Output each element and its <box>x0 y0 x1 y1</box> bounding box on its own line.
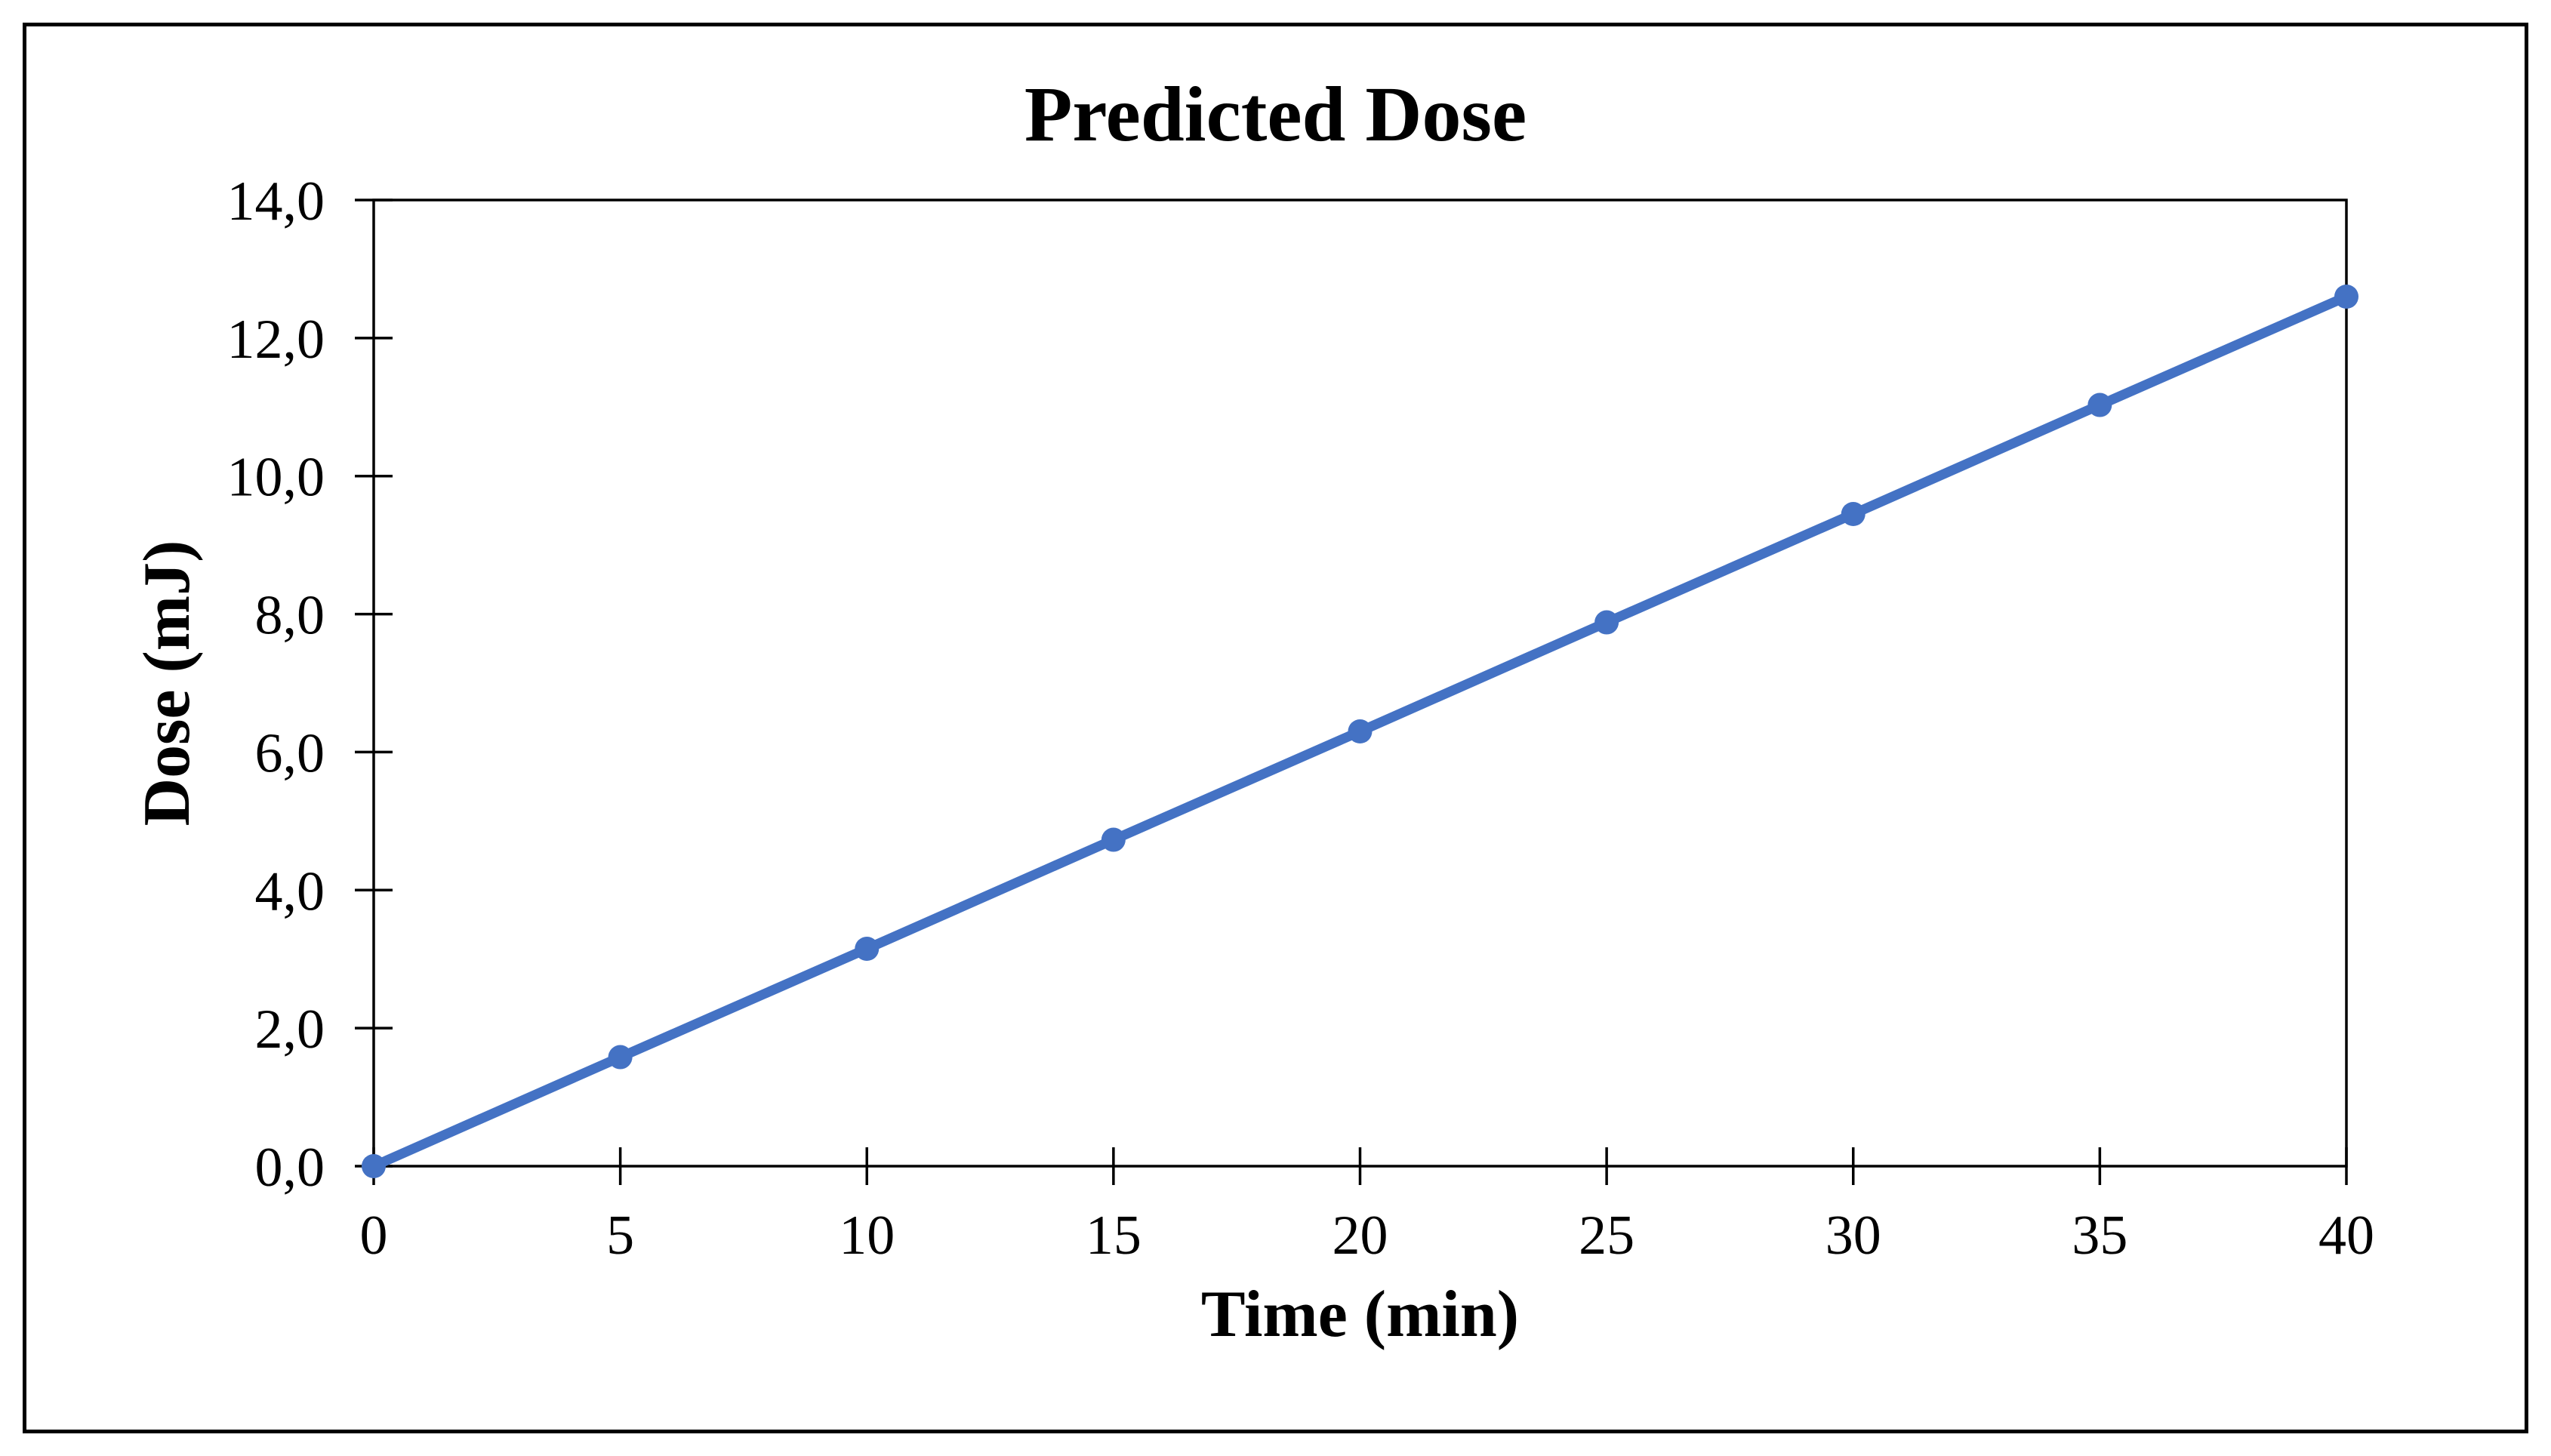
y-tick-label: 6,0 <box>255 722 325 784</box>
data-point-marker <box>1348 719 1373 743</box>
chart-title: Predicted Dose <box>1024 71 1527 158</box>
y-tick-label: 2,0 <box>255 999 325 1060</box>
data-point-marker <box>1841 502 1865 526</box>
x-axis-title: Time (min) <box>1200 1278 1520 1351</box>
y-tick-label: 4,0 <box>255 860 325 922</box>
y-tick-label: 0,0 <box>255 1137 325 1199</box>
data-point-marker <box>608 1045 633 1070</box>
y-axis-title: Dose (mJ) <box>131 540 204 827</box>
x-tick-label: 30 <box>1825 1205 1881 1267</box>
x-tick-label: 35 <box>2072 1205 2127 1267</box>
x-tick-label: 40 <box>2318 1205 2374 1267</box>
x-tick-label: 20 <box>1332 1205 1388 1267</box>
x-tick-label: 25 <box>1579 1205 1634 1267</box>
data-point-marker <box>2334 285 2358 309</box>
y-tick-label: 14,0 <box>227 171 325 232</box>
data-point-marker <box>1101 827 1126 852</box>
figure-border <box>23 23 2528 1433</box>
x-tick-label: 0 <box>360 1205 388 1267</box>
y-tick-label: 12,0 <box>227 309 325 371</box>
data-point-marker <box>1594 610 1619 635</box>
data-point-marker <box>855 937 880 961</box>
y-tick-label: 8,0 <box>255 585 325 647</box>
data-point-marker <box>2087 392 2112 417</box>
plot-area-border <box>372 199 2348 1168</box>
data-point-marker <box>362 1154 386 1178</box>
x-tick-label: 15 <box>1086 1205 1141 1267</box>
y-tick-label: 10,0 <box>227 447 325 509</box>
x-tick-label: 10 <box>839 1205 895 1267</box>
x-tick-label: 5 <box>606 1205 634 1267</box>
